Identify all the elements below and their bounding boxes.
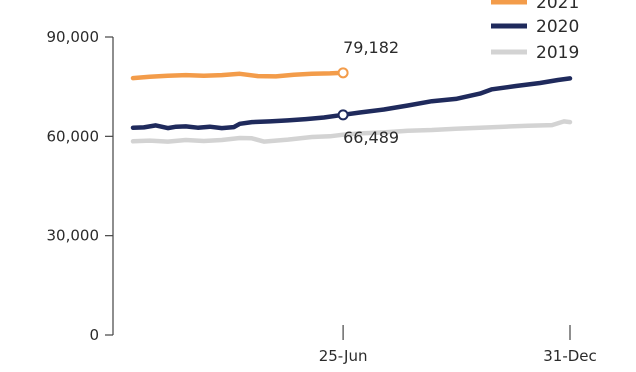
legend-label-2020: 2020 <box>536 17 579 37</box>
plot-area: 0 30,000 60,000 90,000 25-Jun 31-Dec 79,182 66,… <box>47 0 597 365</box>
series-line-2019 <box>130 119 573 144</box>
y-tick-label: 0 <box>89 326 99 344</box>
x-tick-label: 31-Dec <box>543 347 597 365</box>
y-tick-label: 60,000 <box>47 127 100 145</box>
marker-2020 <box>337 109 349 121</box>
y-tick-label: 90,000 <box>47 28 100 46</box>
legend-label-2019: 2019 <box>536 43 579 63</box>
y-tick-label: 30,000 <box>47 227 100 245</box>
marker-2021 <box>337 67 349 79</box>
legend-label-2021: 2021 <box>536 0 579 13</box>
x-tick-label: 25-Jun <box>319 347 368 365</box>
annotation-label-2021: 79,182 <box>343 38 399 57</box>
annotation-label-2020: 66,489 <box>343 128 399 147</box>
series-line-2020 <box>130 76 573 131</box>
series-line-2021 <box>130 70 346 81</box>
